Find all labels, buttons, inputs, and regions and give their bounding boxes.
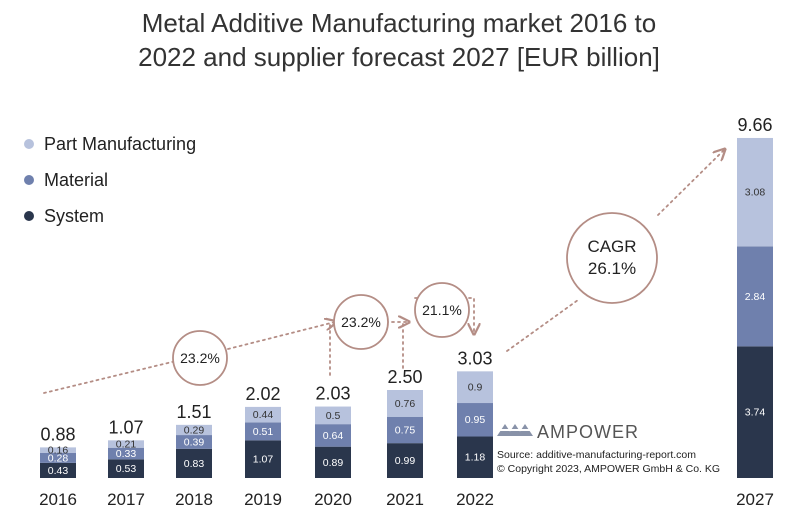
growth-circle-3: [414, 282, 470, 338]
legend-swatch-part-manufacturing: [24, 139, 34, 150]
data-label-material-2019: 0.51: [253, 426, 274, 438]
data-label-part-manufacturing-2018: 0.29: [184, 424, 205, 436]
data-label-system-2019: 1.07: [253, 454, 274, 466]
data-label-part-manufacturing-2027: 3.08: [745, 187, 766, 199]
x-tick-label-2027: 2027: [736, 490, 774, 509]
bar-material-2021: [387, 416, 423, 444]
growth-arrow-4b: [657, 150, 724, 216]
total-label-2019: 2.02: [245, 384, 280, 404]
bar-system-2019: [245, 440, 281, 478]
legend-item-system: System: [24, 205, 104, 227]
total-label-2017: 1.07: [108, 417, 143, 437]
bar-part-manufacturing-2020: [315, 406, 351, 425]
growth-arrow-1b: [227, 322, 335, 350]
bar-part-manufacturing-2019: [245, 406, 281, 423]
bar-material-2017: [108, 447, 144, 460]
data-label-system-2021: 0.99: [395, 455, 416, 467]
total-label-2027: 9.66: [737, 115, 772, 135]
total-label-2021: 2.50: [387, 367, 422, 387]
x-tick-label-2016: 2016: [39, 490, 77, 509]
data-label-system-2022: 1.18: [465, 452, 486, 464]
x-tick-label-2020: 2020: [314, 490, 352, 509]
growth-rate-label-2: 23.2%: [341, 314, 381, 330]
growth-arrow-1a: [43, 360, 177, 394]
chart-title: Metal Additive Manufacturing market 2016…: [0, 6, 798, 74]
bar-system-2018: [176, 448, 212, 478]
growth-circle-1: [172, 330, 228, 386]
data-label-system-2016: 0.43: [48, 465, 69, 477]
data-label-part-manufacturing-2017: 0.21: [116, 439, 137, 451]
bar-material-2018: [176, 435, 212, 449]
bar-system-2017: [108, 459, 144, 478]
x-tick-label-2019: 2019: [244, 490, 282, 509]
x-tick-label-2017: 2017: [107, 490, 145, 509]
bar-system-2020: [315, 446, 351, 478]
total-label-2018: 1.51: [176, 402, 211, 422]
data-label-material-2020: 0.64: [323, 430, 344, 442]
bar-system-2016: [40, 462, 76, 478]
data-label-material-2022: 0.95: [465, 414, 486, 426]
bar-part-manufacturing-2016: [40, 447, 76, 454]
data-label-part-manufacturing-2016: 0.16: [48, 445, 69, 457]
data-label-part-manufacturing-2021: 0.76: [395, 398, 416, 410]
legend-swatch-system: [24, 211, 34, 222]
ampower-logo-icon: [497, 424, 533, 436]
chart-title-line2: 2022 and supplier forecast 2027 [EUR bil…: [138, 42, 660, 72]
data-label-system-2020: 0.89: [323, 457, 344, 469]
growth-circle-4: [566, 212, 658, 304]
data-label-part-manufacturing-2019: 0.44: [253, 409, 274, 421]
chart-title-line1: Metal Additive Manufacturing market 2016…: [141, 8, 657, 38]
growth-arrow-4a: [506, 299, 579, 352]
data-label-part-manufacturing-2020: 0.5: [326, 410, 341, 422]
bar-part-manufacturing-2017: [108, 440, 144, 448]
bar-part-manufacturing-2018: [176, 424, 212, 436]
bar-material-2022: [457, 403, 493, 437]
legend-label-system: System: [44, 205, 105, 226]
growth-rate-label-4-line1: CAGR: [587, 237, 636, 256]
bar-material-2027: [737, 246, 773, 347]
bars-layer: 0.430.280.160.88 2016 0.53 0.330.21 1.07 2017…: [39, 115, 774, 509]
data-label-material-2027: 2.84: [745, 291, 766, 303]
total-label-2016: 0.88: [40, 424, 75, 444]
x-tick-label-2021: 2021: [386, 490, 424, 509]
bar-part-manufacturing-2021: [387, 390, 423, 417]
bar-system-2021: [387, 443, 423, 478]
growth-circle-2: [333, 294, 389, 350]
bar-part-manufacturing-2022: [457, 371, 493, 404]
source-note: Source: additive-manufacturing-report.co…: [497, 448, 720, 476]
data-label-material-2016: 0.28: [48, 452, 69, 464]
bar-material-2016: [40, 453, 76, 463]
growth-rate-label-4-line2: 26.1%: [588, 259, 636, 278]
bar-system-2022: [457, 436, 493, 478]
legend-item-part-manufacturing: Part Manufacturing: [24, 133, 196, 155]
copyright-line: © Copyright 2023, AMPOWER GmbH & Co. KG: [497, 463, 721, 475]
bar-material-2020: [315, 424, 351, 447]
data-label-part-manufacturing-2022: 0.9: [468, 382, 483, 394]
source-line: Source: additive-manufacturing-report.co…: [497, 449, 697, 461]
data-label-system-2017: 0.53: [116, 463, 137, 475]
legend-label-part-manufacturing: Part Manufacturing: [44, 133, 197, 154]
logo-text: AMPOWER: [537, 422, 640, 442]
data-label-material-2021: 0.75: [395, 424, 416, 436]
growth-rate-label-3: 21.1%: [422, 302, 462, 318]
x-tick-label-2018: 2018: [175, 490, 213, 509]
data-label-material-2017: 0.33: [116, 448, 137, 460]
bar-material-2019: [245, 422, 281, 441]
total-label-2020: 2.03: [315, 384, 350, 404]
data-label-system-2018: 0.83: [184, 458, 205, 470]
data-label-system-2027: 3.74: [745, 407, 766, 419]
legend-swatch-material: [24, 175, 34, 186]
bar-system-2027: [737, 346, 773, 478]
growth-rate-label-1: 23.2%: [180, 350, 220, 366]
x-tick-label-2022: 2022: [456, 490, 494, 509]
bar-part-manufacturing-2027: [737, 137, 773, 247]
data-label-material-2018: 0.39: [184, 436, 205, 448]
annotations-layer: 23.2% 23.2% 21.1% CAGR 26.1%: [43, 150, 724, 394]
legend-label-material: Material: [44, 169, 109, 190]
total-label-2022: 3.03: [457, 348, 492, 368]
legend-item-material: Material: [24, 169, 108, 191]
